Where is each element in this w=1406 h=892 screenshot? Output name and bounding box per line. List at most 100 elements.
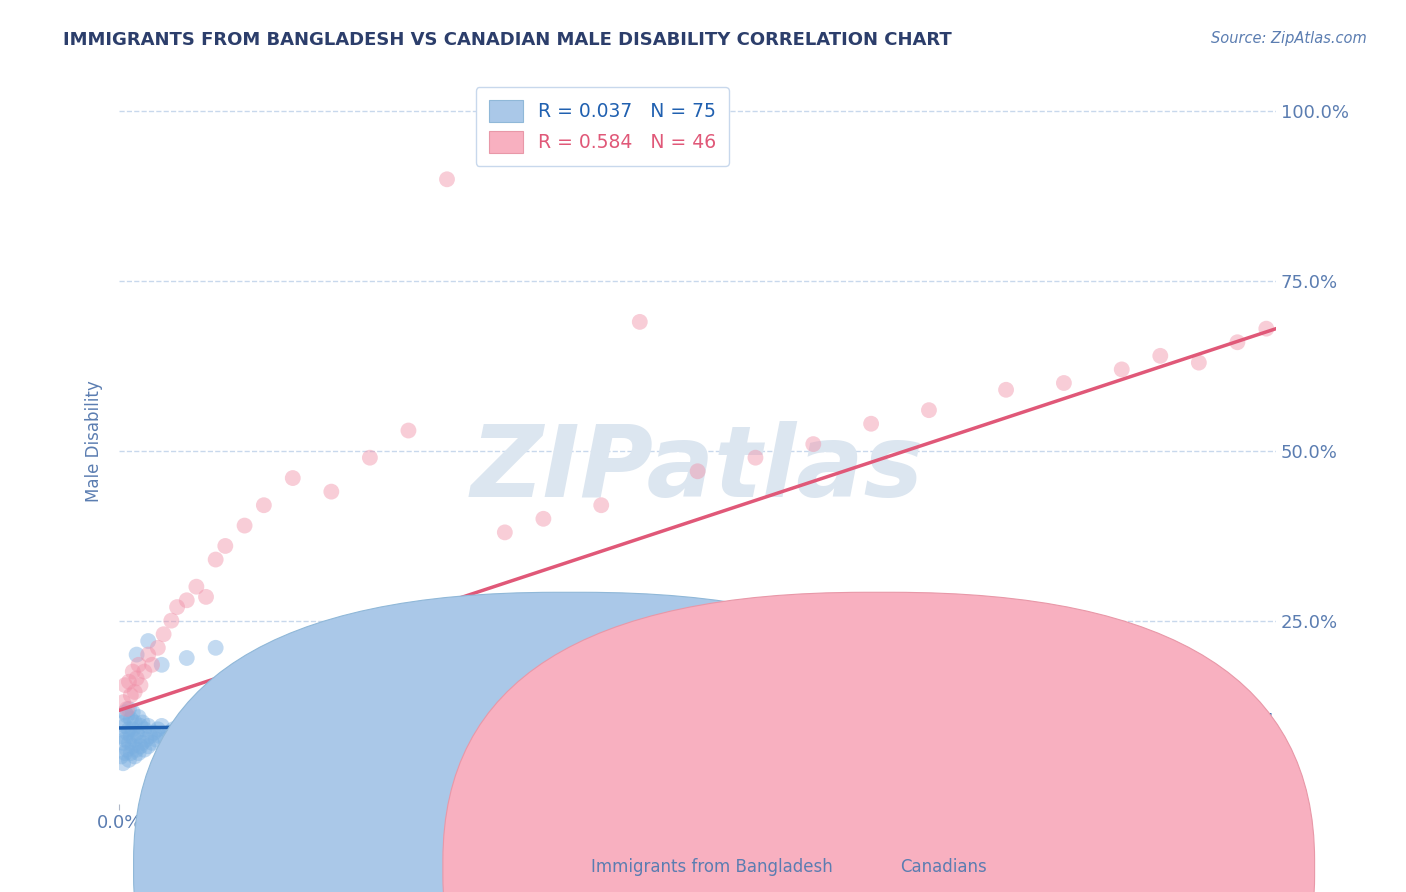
Point <box>112 715 135 730</box>
Point <box>186 580 208 594</box>
Point <box>1111 362 1133 376</box>
Point <box>186 723 208 737</box>
Point <box>152 627 174 641</box>
Text: Canadians: Canadians <box>900 858 987 876</box>
Point <box>129 719 152 733</box>
Point <box>110 729 132 743</box>
Point <box>321 484 343 499</box>
Point <box>110 749 132 764</box>
Point <box>195 590 218 604</box>
Point <box>134 723 156 737</box>
Point <box>139 729 162 743</box>
Point <box>150 657 173 672</box>
Point <box>166 729 188 743</box>
Point <box>141 736 163 750</box>
Point <box>118 674 141 689</box>
Point <box>118 702 141 716</box>
Point <box>118 736 141 750</box>
Point <box>995 383 1018 397</box>
Point <box>162 723 184 737</box>
Point <box>121 723 143 737</box>
Point <box>115 702 138 716</box>
Point <box>860 417 883 431</box>
Point <box>146 640 169 655</box>
Point <box>253 725 276 739</box>
Point <box>253 498 276 512</box>
Point <box>879 723 901 737</box>
Legend: R = 0.037   N = 75, R = 0.584   N = 46: R = 0.037 N = 75, R = 0.584 N = 46 <box>475 87 728 166</box>
Y-axis label: Male Disability: Male Disability <box>86 380 103 501</box>
Point <box>124 749 146 764</box>
Point <box>281 471 304 485</box>
Point <box>398 424 420 438</box>
Point <box>378 725 401 739</box>
Point <box>339 723 361 737</box>
Text: Immigrants from Bangladesh: Immigrants from Bangladesh <box>591 858 832 876</box>
Point <box>129 739 152 754</box>
Point <box>176 593 198 607</box>
Point <box>436 172 458 186</box>
Point <box>118 723 141 737</box>
Point <box>136 739 159 754</box>
Point <box>135 732 157 747</box>
Point <box>115 708 138 723</box>
Point <box>628 315 651 329</box>
Point <box>149 729 172 743</box>
Point <box>124 732 146 747</box>
FancyBboxPatch shape <box>443 592 1315 892</box>
Point <box>801 725 824 739</box>
Point <box>128 710 150 724</box>
Point <box>131 736 153 750</box>
Point <box>494 725 516 739</box>
Text: ZIPatlas: ZIPatlas <box>471 421 924 518</box>
Point <box>120 689 142 703</box>
Point <box>128 746 150 760</box>
Point <box>1226 335 1249 350</box>
Point <box>121 706 143 720</box>
Point <box>114 746 136 760</box>
Point <box>686 464 709 478</box>
Point <box>143 725 166 739</box>
Point <box>124 715 146 730</box>
Point <box>115 742 138 756</box>
Point <box>120 712 142 726</box>
Point <box>204 640 226 655</box>
Point <box>125 648 148 662</box>
Point <box>114 678 136 692</box>
Point <box>176 651 198 665</box>
Point <box>725 723 748 737</box>
Point <box>531 512 554 526</box>
Point <box>145 732 167 747</box>
Point <box>801 437 824 451</box>
Point <box>1188 356 1211 370</box>
Point <box>976 725 998 739</box>
Point <box>136 634 159 648</box>
Point <box>666 620 689 634</box>
Point <box>121 739 143 754</box>
Point <box>176 725 198 739</box>
Point <box>160 614 183 628</box>
Point <box>118 753 141 767</box>
Point <box>271 723 294 737</box>
Point <box>120 729 142 743</box>
Point <box>125 742 148 756</box>
Point <box>155 732 177 747</box>
Point <box>1071 723 1094 737</box>
Point <box>131 715 153 730</box>
Point <box>1149 349 1171 363</box>
Point <box>141 657 163 672</box>
Point <box>436 723 458 737</box>
Point <box>359 450 381 465</box>
Point <box>121 665 143 679</box>
Point <box>744 450 766 465</box>
Point <box>125 672 148 686</box>
Point <box>591 498 613 512</box>
Point <box>1168 725 1191 739</box>
Point <box>1053 376 1076 390</box>
Point <box>128 729 150 743</box>
Text: IMMIGRANTS FROM BANGLADESH VS CANADIAN MALE DISABILITY CORRELATION CHART: IMMIGRANTS FROM BANGLADESH VS CANADIAN M… <box>63 31 952 49</box>
Point <box>166 600 188 615</box>
Point <box>115 725 138 739</box>
Point <box>129 678 152 692</box>
Point <box>120 746 142 760</box>
